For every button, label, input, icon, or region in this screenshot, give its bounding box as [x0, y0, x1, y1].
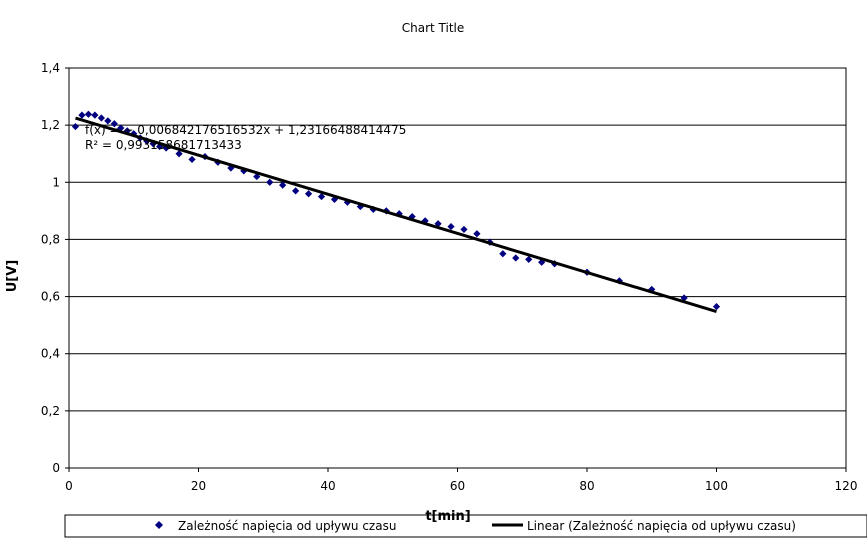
y-tick-label: 1 [52, 175, 60, 189]
data-point [473, 230, 481, 238]
data-point [78, 111, 86, 119]
data-point [460, 225, 468, 234]
data-point [512, 254, 520, 262]
data-point [304, 190, 313, 198]
data-point [330, 195, 339, 204]
data-point [538, 258, 546, 266]
y-tick-label: 1,2 [41, 118, 60, 132]
data-point [648, 285, 656, 294]
x-tick-label: 40 [320, 479, 335, 493]
legend-label-scatter: Zależność napięcia od upływu czasu [178, 519, 396, 533]
trendline [75, 116, 717, 314]
chart-title: Chart Title [402, 21, 465, 35]
data-point [253, 172, 261, 181]
x-tick-label: 0 [65, 479, 73, 493]
legend-diamond-marker [155, 521, 163, 529]
x-tick-label: 20 [191, 479, 206, 493]
grid [69, 124, 846, 412]
y-tick-label: 0,2 [41, 404, 60, 418]
x-tick-label: 80 [579, 479, 594, 493]
y-axis-label: U[V] [5, 260, 20, 293]
data-point [104, 117, 112, 125]
x-axis-ticks: 0 20 40 60 80 100 120 [65, 468, 857, 493]
x-tick-label: 120 [835, 479, 858, 493]
data-point [175, 150, 183, 158]
trend-equation: f(x) = − 0,006842176516532x + 1,23166488… [85, 123, 406, 137]
x-tick-label: 60 [450, 479, 465, 493]
data-point [292, 187, 300, 195]
legend-item-linear: Linear (Zależność napięcia od upływu cza… [492, 519, 796, 533]
legend-item-scatter: Zależność napięcia od upływu czasu [155, 519, 396, 533]
trendline-segment [75, 116, 717, 314]
x-tick-label: 100 [705, 479, 728, 493]
data-point [317, 192, 326, 201]
data-point [499, 250, 507, 258]
legend-box [64, 514, 867, 538]
y-tick-label: 0,8 [41, 232, 60, 246]
data-point [279, 181, 287, 189]
data-point [97, 114, 105, 122]
data-point [91, 111, 99, 119]
y-tick-label: 0,6 [41, 290, 60, 304]
data-point [434, 220, 442, 228]
y-tick-label: 0 [52, 461, 60, 475]
data-point [525, 255, 533, 264]
data-point [447, 222, 455, 231]
data-point [712, 302, 721, 311]
data-point [71, 122, 80, 131]
data-point [188, 155, 196, 164]
y-axis-ticks: 0 0,2 0,4 0,6 0,8 1 1,2 1,4 [41, 61, 69, 475]
data-point [84, 110, 93, 118]
y-tick-label: 1,4 [41, 61, 60, 75]
data-point [110, 120, 118, 128]
x-axis-label: t[min] [425, 509, 470, 524]
trend-r-squared: R² = 0,993158681713433 [85, 138, 242, 152]
legend-label-linear: Linear (Zależność napięcia od upływu cza… [527, 519, 796, 533]
data-point [266, 178, 274, 186]
data-point [395, 210, 403, 218]
y-tick-label: 0,4 [41, 347, 60, 361]
